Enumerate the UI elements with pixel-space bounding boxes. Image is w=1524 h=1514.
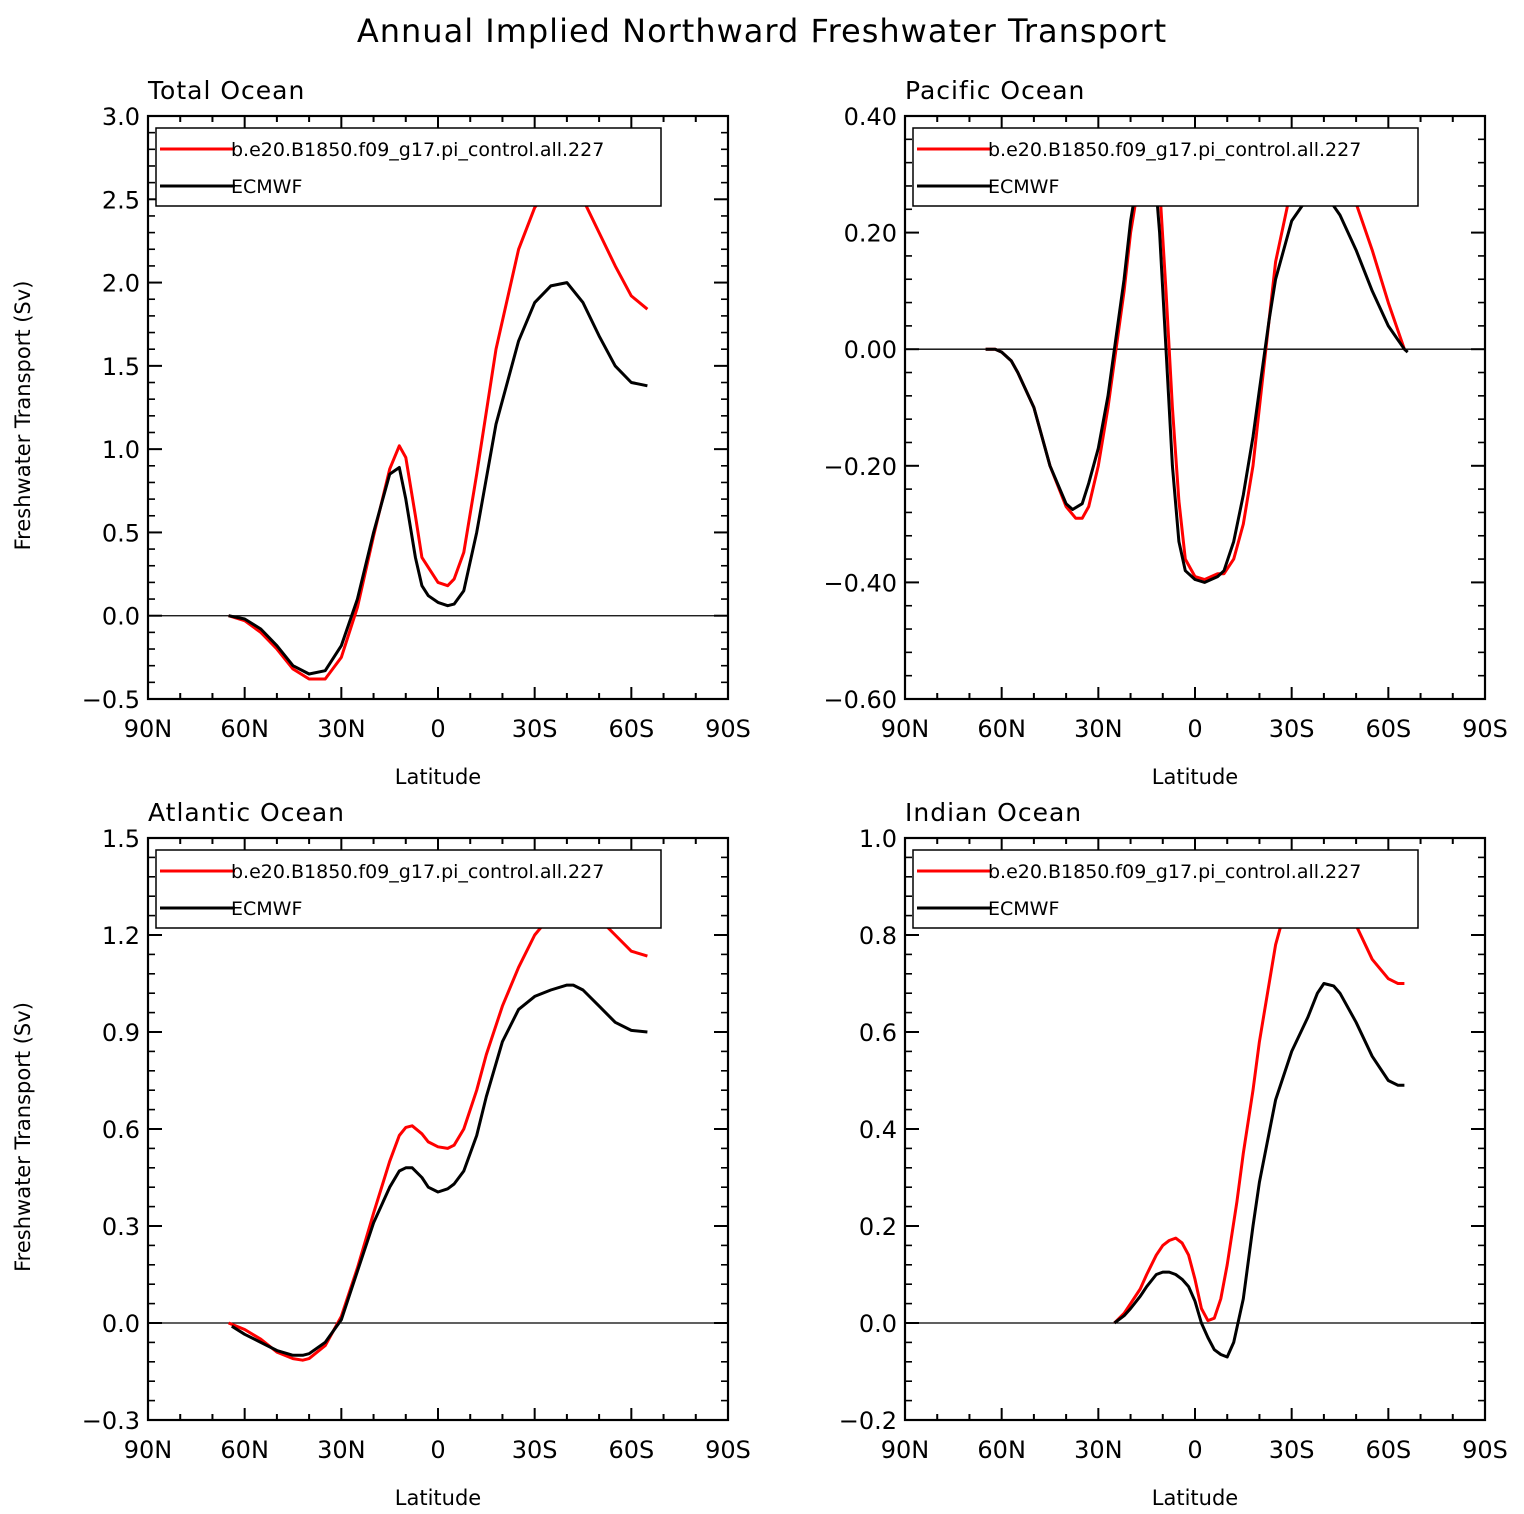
x-tick-label: 30N: [1074, 715, 1123, 743]
y-tick-label: 0.8: [859, 922, 897, 950]
x-tick-label: 0: [1187, 1436, 1202, 1464]
x-tick-label: 60S: [1365, 1436, 1411, 1464]
x-tick-label: 90S: [705, 1436, 751, 1464]
y-tick-label: 0.0: [102, 603, 140, 631]
y-tick-label: 3.0: [102, 103, 140, 131]
x-axis-label: Latitude: [1152, 765, 1238, 789]
y-tick-label: −0.40: [823, 569, 897, 597]
x-tick-label: 30N: [1074, 1436, 1123, 1464]
x-tick-label: 90N: [881, 715, 930, 743]
y-tick-label: 1.5: [102, 825, 140, 853]
y-tick-label: 1.2: [102, 922, 140, 950]
legend-label-model: b.e20.B1850.f09_g17.pi_control.all.227: [988, 861, 1361, 883]
y-axis-label: Freshwater Transport (Sv): [11, 281, 35, 551]
x-tick-label: 0: [1187, 715, 1202, 743]
x-tick-label: 0: [430, 1436, 445, 1464]
y-tick-label: 1.5: [102, 353, 140, 381]
series-line-ecmwf: [228, 281, 648, 676]
y-tick-label: 0.6: [859, 1019, 897, 1047]
x-tick-label: 30S: [1269, 1436, 1315, 1464]
y-tick-label: −0.20: [823, 453, 897, 481]
y-tick-label: 1.0: [102, 436, 140, 464]
legend: b.e20.B1850.f09_g17.pi_control.all.227 EC…: [912, 849, 1419, 929]
x-tick-label: 0: [430, 715, 445, 743]
y-tick-label: −0.5: [82, 686, 140, 714]
chart-panel-1: 90N 60N 30N 0 30S 60S 90S −0.5 0.0 0.5 1.0 1.5 2.0 2.…: [11, 76, 751, 789]
x-tick-label: 90S: [705, 715, 751, 743]
chart-panel-2: 90N 60N 30N 0 30S 60S 90S −0.60 −0.40 −0.20 0.00 0.…: [823, 76, 1507, 789]
x-tick-label: 60N: [977, 715, 1026, 743]
panel-title: Atlantic Ocean: [148, 798, 345, 827]
legend-label-ecmwf: ECMWF: [231, 898, 302, 920]
x-axis-label: Latitude: [1152, 1486, 1238, 1510]
y-tick-label: −0.3: [82, 1407, 140, 1435]
legend-label-model: b.e20.B1850.f09_g17.pi_control.all.227: [231, 861, 604, 883]
x-tick-label: 60S: [1365, 715, 1411, 743]
panel-title: Pacific Ocean: [905, 76, 1085, 105]
y-tick-label: 0.6: [102, 1116, 140, 1144]
panel-title: Total Ocean: [147, 76, 305, 105]
series-line-ecmwf: [231, 983, 648, 1357]
y-tick-label: 0.0: [102, 1310, 140, 1338]
x-tick-label: 90S: [1462, 1436, 1508, 1464]
y-tick-label: −0.2: [839, 1407, 897, 1435]
legend-label-model: b.e20.B1850.f09_g17.pi_control.all.227: [231, 139, 604, 161]
x-tick-label: 90S: [1462, 715, 1508, 743]
legend-label-ecmwf: ECMWF: [231, 176, 302, 198]
x-tick-label: 30N: [317, 715, 366, 743]
series-line-model: [228, 179, 649, 681]
chart-panel-3: 90N 60N 30N 0 30S 60S 90S −0.3 0.0 0.3 0.6 0.9 1.2 1.…: [11, 798, 751, 1510]
series-line-ecmwf: [1113, 982, 1405, 1359]
y-tick-label: 0.3: [102, 1213, 140, 1241]
legend-label-ecmwf: ECMWF: [988, 898, 1059, 920]
y-tick-label: −0.60: [823, 686, 897, 714]
x-tick-label: 30S: [512, 715, 558, 743]
x-tick-label: 30S: [1269, 715, 1315, 743]
x-tick-label: 60S: [608, 715, 654, 743]
legend-box: [912, 127, 1419, 207]
legend-box: [912, 849, 1419, 929]
x-tick-label: 90N: [124, 1436, 173, 1464]
x-tick-label: 60N: [220, 715, 269, 743]
legend-box: [155, 127, 662, 207]
y-tick-label: 2.0: [102, 270, 140, 298]
series-line-model: [228, 897, 648, 1362]
x-tick-label: 90N: [124, 715, 173, 743]
y-tick-label: 0.9: [102, 1019, 140, 1047]
chart-panel-4: 90N 60N 30N 0 30S 60S 90S −0.2 0.0 0.2 0.4 0.6 0.8 1.…: [839, 798, 1508, 1510]
y-tick-label: 0.20: [844, 220, 897, 248]
x-tick-label: 60N: [977, 1436, 1026, 1464]
legend: b.e20.B1850.f09_g17.pi_control.all.227 EC…: [155, 127, 662, 207]
y-tick-label: 0.4: [859, 1116, 897, 1144]
y-tick-label: 0.40: [844, 103, 897, 131]
legend: b.e20.B1850.f09_g17.pi_control.all.227 EC…: [155, 849, 662, 929]
figure-title: Annual Implied Northward Freshwater Tran…: [357, 12, 1167, 50]
legend-label-model: b.e20.B1850.f09_g17.pi_control.all.227: [988, 139, 1361, 161]
y-tick-label: 0.5: [102, 519, 140, 547]
x-tick-label: 30S: [512, 1436, 558, 1464]
legend-box: [155, 849, 662, 929]
y-axis-label: Freshwater Transport (Sv): [11, 1002, 35, 1272]
legend: b.e20.B1850.f09_g17.pi_control.all.227 EC…: [912, 127, 1419, 207]
x-axis-label: Latitude: [395, 1486, 481, 1510]
panel-title: Indian Ocean: [905, 798, 1082, 827]
x-tick-label: 60N: [220, 1436, 269, 1464]
x-tick-label: 60S: [608, 1436, 654, 1464]
y-tick-label: 0.0: [859, 1310, 897, 1338]
x-axis-label: Latitude: [395, 765, 481, 789]
y-tick-label: 1.0: [859, 825, 897, 853]
y-tick-label: 2.5: [102, 186, 140, 214]
series-line-model: [1113, 858, 1405, 1325]
y-tick-label: 0.2: [859, 1213, 897, 1241]
y-tick-label: 0.00: [844, 336, 897, 364]
x-tick-label: 90N: [881, 1436, 930, 1464]
legend-label-ecmwf: ECMWF: [988, 176, 1059, 198]
x-tick-label: 30N: [317, 1436, 366, 1464]
